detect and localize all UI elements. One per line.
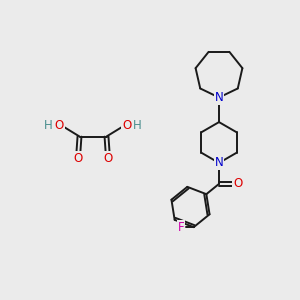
Text: N: N [214, 91, 224, 104]
Text: F: F [178, 220, 184, 234]
Text: H: H [44, 118, 53, 132]
Text: O: O [122, 118, 131, 132]
Text: N: N [214, 156, 224, 170]
Text: O: O [233, 177, 242, 190]
Text: O: O [74, 152, 82, 165]
Text: O: O [103, 152, 112, 165]
Text: O: O [55, 118, 64, 132]
Text: H: H [133, 118, 142, 132]
